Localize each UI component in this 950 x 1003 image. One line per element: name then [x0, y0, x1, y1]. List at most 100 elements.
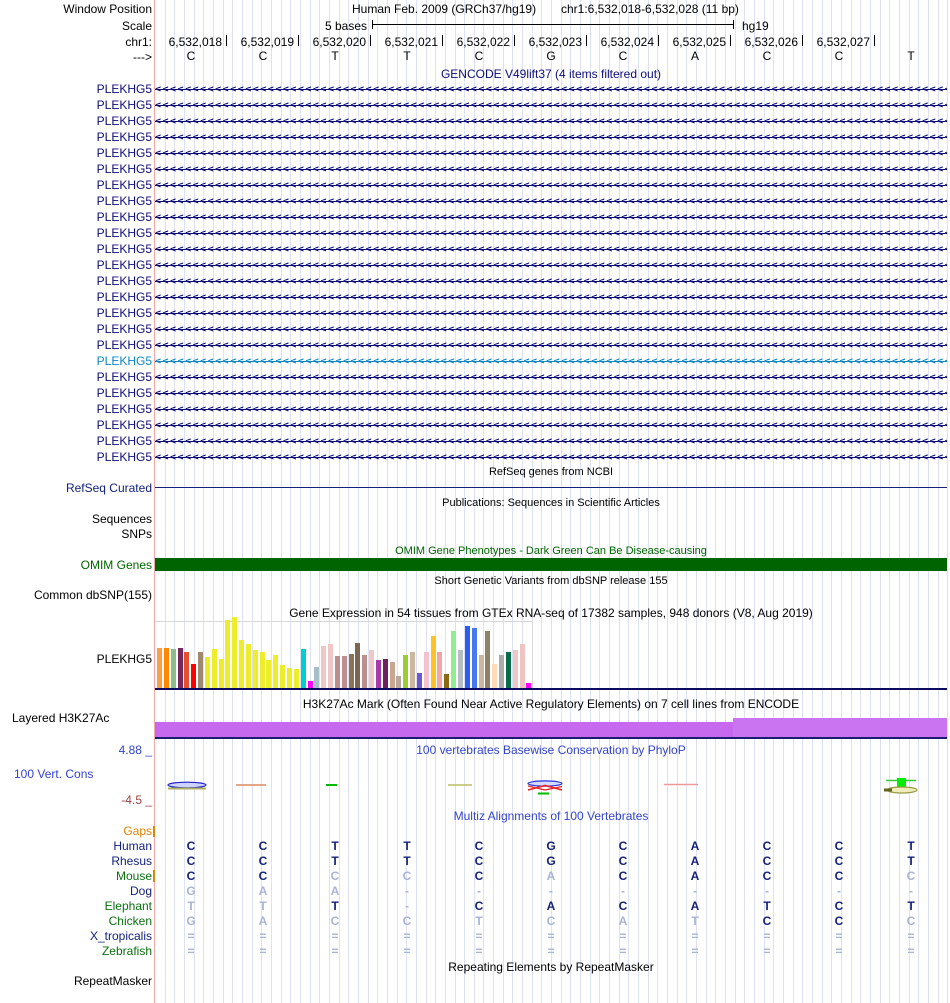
- gencode-transcript-row[interactable]: <<<<<<<<<<<<<<<<<<<<<<<<<<<<<<<<<<<<<<<<…: [155, 260, 947, 271]
- gencode-transcript-row[interactable]: <<<<<<<<<<<<<<<<<<<<<<<<<<<<<<<<<<<<<<<<…: [155, 452, 947, 463]
- gencode-gene-label[interactable]: PLEKHG5: [96, 274, 152, 288]
- gtex-tissue-bar[interactable]: [430, 636, 436, 688]
- h3k27ac-signal-bar-right[interactable]: [733, 718, 947, 737]
- publications-snps-label[interactable]: SNPs: [121, 527, 152, 541]
- gtex-tissue-bar[interactable]: [211, 649, 217, 688]
- gtex-tissue-bar[interactable]: [307, 681, 313, 688]
- dbsnp-title[interactable]: Short Genetic Variants from dbSNP releas…: [434, 575, 668, 587]
- coordinate-label[interactable]: 6,532,020: [312, 35, 366, 49]
- gencode-transcript-row[interactable]: <<<<<<<<<<<<<<<<<<<<<<<<<<<<<<<<<<<<<<<<…: [155, 340, 947, 351]
- gtex-tissue-bar[interactable]: [382, 659, 388, 688]
- gtex-tissue-bar[interactable]: [245, 644, 251, 688]
- gtex-tissue-bar[interactable]: [499, 655, 504, 688]
- gencode-gene-label[interactable]: PLEKHG5: [96, 322, 152, 336]
- gencode-gene-label[interactable]: PLEKHG5: [96, 306, 152, 320]
- repeatmasker-label[interactable]: RepeatMasker: [73, 974, 152, 988]
- gtex-tissue-bar[interactable]: [485, 631, 491, 688]
- gencode-gene-label[interactable]: PLEKHG5: [96, 258, 152, 272]
- gtex-tissue-bar[interactable]: [198, 652, 203, 688]
- coordinate-label[interactable]: 6,532,027: [816, 35, 870, 49]
- phylop-track-label[interactable]: 100 Vert. Cons: [14, 767, 94, 781]
- gencode-transcript-row[interactable]: <<<<<<<<<<<<<<<<<<<<<<<<<<<<<<<<<<<<<<<<…: [155, 420, 947, 431]
- publications-sequences-label[interactable]: Sequences: [91, 512, 152, 526]
- gtex-tissue-bar[interactable]: [300, 649, 306, 688]
- gtex-tissue-bar[interactable]: [293, 669, 299, 688]
- gtex-tissue-bar[interactable]: [512, 650, 518, 688]
- multiz-species-label[interactable]: Elephant: [104, 899, 152, 913]
- multiz-title[interactable]: Multiz Alignments of 100 Vertebrates: [453, 809, 649, 823]
- gencode-transcript-row[interactable]: <<<<<<<<<<<<<<<<<<<<<<<<<<<<<<<<<<<<<<<<…: [155, 116, 947, 127]
- gtex-tissue-bar[interactable]: [184, 652, 190, 688]
- repeatmasker-title[interactable]: Repeating Elements by RepeatMasker: [448, 960, 654, 974]
- gtex-tissue-bar[interactable]: [526, 683, 532, 688]
- gencode-transcript-row[interactable]: <<<<<<<<<<<<<<<<<<<<<<<<<<<<<<<<<<<<<<<<…: [155, 228, 947, 239]
- gtex-tissue-bar[interactable]: [348, 654, 354, 688]
- gtex-tissue-bar[interactable]: [403, 655, 409, 688]
- gtex-tissue-bar[interactable]: [225, 620, 231, 688]
- gtex-tissue-bar[interactable]: [444, 674, 450, 688]
- gencode-transcript-row[interactable]: <<<<<<<<<<<<<<<<<<<<<<<<<<<<<<<<<<<<<<<<…: [155, 244, 947, 255]
- gtex-tissue-bar[interactable]: [362, 655, 368, 688]
- coordinate-label[interactable]: 6,532,025: [672, 35, 726, 49]
- multiz-species-label[interactable]: Rhesus: [111, 854, 152, 868]
- gencode-gene-label[interactable]: PLEKHG5: [96, 162, 152, 176]
- gtex-tissue-bar[interactable]: [259, 652, 265, 688]
- gencode-gene-label[interactable]: PLEKHG5: [96, 386, 152, 400]
- gencode-transcript-row[interactable]: <<<<<<<<<<<<<<<<<<<<<<<<<<<<<<<<<<<<<<<<…: [155, 388, 947, 399]
- coordinate-label[interactable]: 6,532,024: [600, 35, 654, 49]
- gtex-tissue-bar[interactable]: [328, 644, 333, 688]
- phylop-title[interactable]: 100 vertebrates Basewise Conservation by…: [416, 743, 686, 757]
- gencode-gene-label[interactable]: PLEKHG5: [96, 434, 152, 448]
- gencode-transcript-row[interactable]: <<<<<<<<<<<<<<<<<<<<<<<<<<<<<<<<<<<<<<<<…: [155, 356, 947, 367]
- gencode-gene-label[interactable]: PLEKHG5: [96, 98, 152, 112]
- gencode-gene-label[interactable]: PLEKHG5: [96, 290, 152, 304]
- dbsnp-label[interactable]: Common dbSNP(155): [33, 588, 152, 602]
- gtex-tissue-bar[interactable]: [239, 640, 245, 688]
- gtex-tissue-bar[interactable]: [416, 673, 422, 688]
- gtex-tissue-bar[interactable]: [410, 652, 416, 688]
- gtex-tissue-bar[interactable]: [341, 656, 347, 688]
- gencode-gene-label[interactable]: PLEKHG5: [96, 82, 152, 96]
- gtex-tissue-bar[interactable]: [478, 655, 484, 688]
- multiz-species-label[interactable]: Mouse: [115, 869, 152, 883]
- gencode-transcript-row[interactable]: <<<<<<<<<<<<<<<<<<<<<<<<<<<<<<<<<<<<<<<<…: [155, 324, 947, 335]
- refseq-curated-label[interactable]: RefSeq Curated: [65, 481, 152, 495]
- gencode-transcript-row[interactable]: <<<<<<<<<<<<<<<<<<<<<<<<<<<<<<<<<<<<<<<<…: [155, 308, 947, 319]
- h3k27ac-label[interactable]: Layered H3K27Ac: [12, 711, 110, 725]
- multiz-species-label[interactable]: Zebrafish: [101, 944, 152, 958]
- gtex-tissue-bar[interactable]: [471, 628, 477, 688]
- multiz-species-label[interactable]: Gaps: [123, 824, 152, 838]
- gencode-gene-label[interactable]: PLEKHG5: [96, 450, 152, 464]
- omim-genes-label[interactable]: OMIM Genes: [80, 558, 152, 572]
- gtex-tissue-bar[interactable]: [437, 652, 443, 688]
- gencode-gene-label[interactable]: PLEKHG5: [96, 146, 152, 160]
- gtex-tissue-bar[interactable]: [492, 664, 498, 688]
- coordinate-label[interactable]: 6,532,018: [168, 35, 222, 49]
- multiz-species-label[interactable]: Chicken: [108, 914, 152, 928]
- gencode-gene-label[interactable]: PLEKHG5: [96, 226, 152, 240]
- gtex-tissue-bar[interactable]: [280, 665, 286, 688]
- gtex-tissue-bar[interactable]: [423, 652, 429, 688]
- gtex-tissue-bar[interactable]: [170, 649, 176, 688]
- gencode-gene-label[interactable]: PLEKHG5: [96, 402, 152, 416]
- gtex-tissue-bar[interactable]: [369, 650, 374, 688]
- gtex-tissue-bar[interactable]: [314, 667, 320, 688]
- gtex-tissue-bar[interactable]: [157, 648, 162, 688]
- gencode-transcript-row[interactable]: <<<<<<<<<<<<<<<<<<<<<<<<<<<<<<<<<<<<<<<<…: [155, 292, 947, 303]
- refseq-title[interactable]: RefSeq genes from NCBI: [488, 466, 614, 478]
- gtex-tissue-bar[interactable]: [204, 657, 210, 688]
- gencode-transcript-row[interactable]: <<<<<<<<<<<<<<<<<<<<<<<<<<<<<<<<<<<<<<<<…: [155, 212, 947, 223]
- gencode-gene-label[interactable]: PLEKHG5: [96, 130, 152, 144]
- gencode-title[interactable]: GENCODE V49lift37 (4 items filtered out): [440, 67, 662, 81]
- gtex-tissue-bar[interactable]: [451, 631, 457, 688]
- gencode-transcript-row[interactable]: <<<<<<<<<<<<<<<<<<<<<<<<<<<<<<<<<<<<<<<<…: [155, 196, 947, 207]
- multiz-species-label[interactable]: Dog: [129, 884, 152, 898]
- gencode-transcript-row[interactable]: <<<<<<<<<<<<<<<<<<<<<<<<<<<<<<<<<<<<<<<<…: [155, 372, 947, 383]
- gencode-transcript-row[interactable]: <<<<<<<<<<<<<<<<<<<<<<<<<<<<<<<<<<<<<<<<…: [155, 436, 947, 447]
- h3k27ac-title[interactable]: H3K27Ac Mark (Often Found Near Active Re…: [302, 697, 800, 711]
- gtex-tissue-bar[interactable]: [232, 617, 238, 688]
- coordinate-label[interactable]: 6,532,019: [240, 35, 294, 49]
- gencode-gene-label[interactable]: PLEKHG5: [96, 242, 152, 256]
- gtex-tissue-bar[interactable]: [266, 660, 272, 688]
- gtex-title[interactable]: Gene Expression in 54 tissues from GTEx …: [289, 606, 813, 620]
